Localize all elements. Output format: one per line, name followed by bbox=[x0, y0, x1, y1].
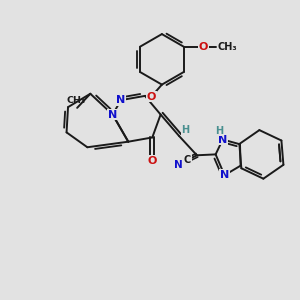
Text: N: N bbox=[173, 160, 182, 170]
Text: N: N bbox=[108, 110, 117, 120]
Text: C: C bbox=[184, 155, 191, 165]
Text: N: N bbox=[116, 95, 126, 105]
Text: H: H bbox=[215, 126, 223, 136]
Text: O: O bbox=[198, 42, 208, 52]
Text: O: O bbox=[147, 92, 156, 101]
Text: N: N bbox=[220, 170, 229, 180]
Text: CH₃: CH₃ bbox=[218, 42, 238, 52]
Text: N: N bbox=[218, 134, 227, 145]
Text: CH₃: CH₃ bbox=[66, 96, 85, 105]
Text: H: H bbox=[182, 125, 190, 135]
Text: O: O bbox=[148, 156, 157, 166]
